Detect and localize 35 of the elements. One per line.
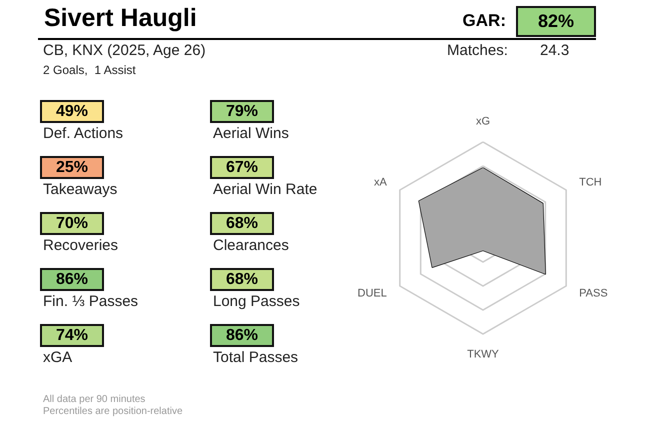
text: 70% xyxy=(56,215,88,232)
spoke-label: DUEL xyxy=(358,288,387,300)
category-label: Long Passes xyxy=(213,293,300,310)
text: 74% xyxy=(56,327,88,344)
category-label: Def. Actions xyxy=(43,125,124,142)
spoke-label: xA xyxy=(374,176,388,188)
text: 67% xyxy=(226,159,258,176)
text: 79% xyxy=(226,103,258,120)
category-label: Fin. ⅓ Passes xyxy=(43,293,138,310)
category-label: Aerial Win Rate xyxy=(213,181,318,198)
text: CB, KNX (2025, Age 26) xyxy=(43,42,206,59)
category-label: xGA xyxy=(43,349,72,366)
text: 2 Goals, 1 Assist xyxy=(43,63,136,77)
text: 25% xyxy=(56,159,88,176)
text: 82% xyxy=(538,11,574,31)
text: Percentiles are position-relative xyxy=(43,406,183,417)
category-label: Recoveries xyxy=(43,237,118,254)
category-label: Clearances xyxy=(213,237,289,254)
text: Matches: xyxy=(447,42,508,59)
category-label: Takeaways xyxy=(43,181,118,198)
spoke-label: xG xyxy=(476,116,490,128)
spoke-label: TCH xyxy=(579,176,602,188)
text: 68% xyxy=(226,215,258,232)
category-label: Total Passes xyxy=(213,349,298,366)
spoke-label: TKWY xyxy=(467,348,500,360)
text: 86% xyxy=(56,271,88,288)
text: All data per 90 minutes xyxy=(43,394,146,405)
category-label: Aerial Wins xyxy=(213,125,289,142)
text: 68% xyxy=(226,271,258,288)
spoke-label: PASS xyxy=(579,288,608,300)
text: Sivert Haugli xyxy=(44,4,197,33)
text: 49% xyxy=(56,103,88,120)
text: 86% xyxy=(226,327,258,344)
text: 24.3 xyxy=(540,42,570,59)
text: GAR: xyxy=(462,11,506,31)
